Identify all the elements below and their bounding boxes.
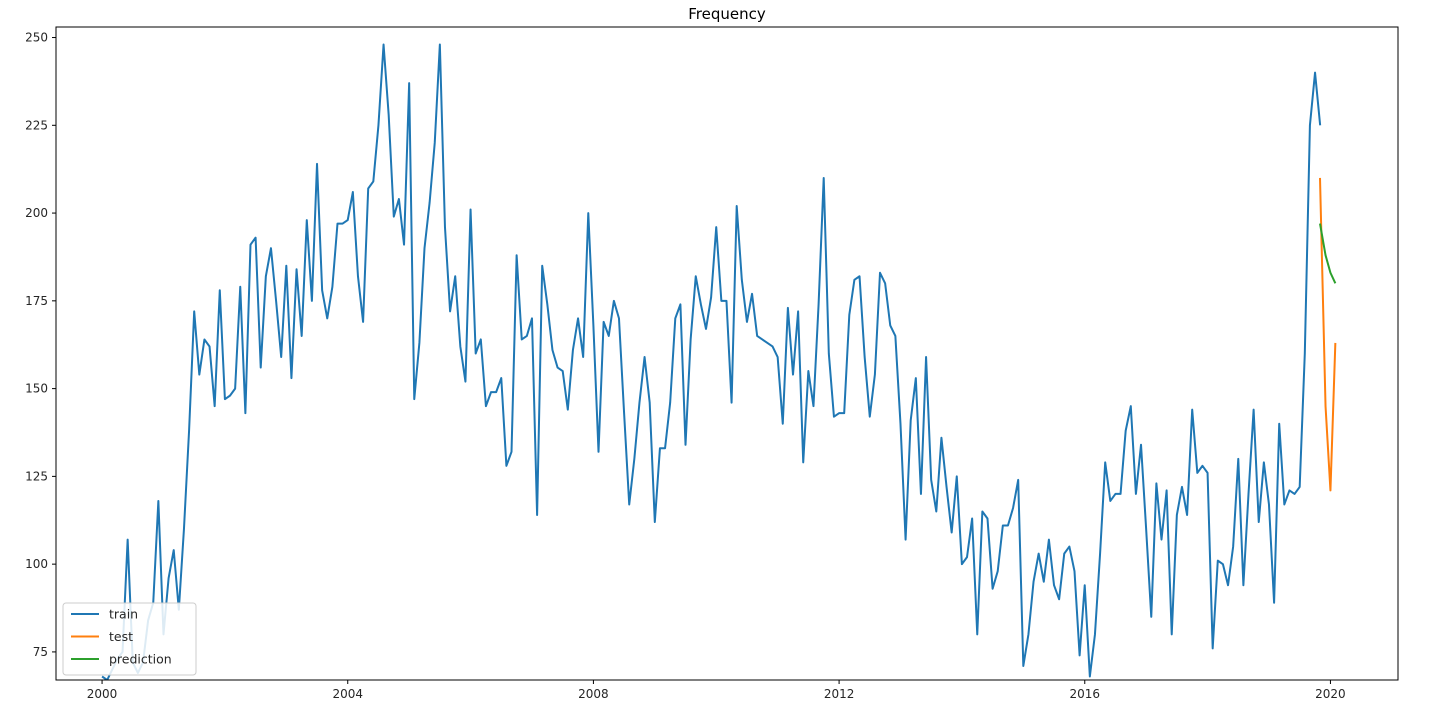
series-layer [101, 43, 1337, 680]
y-tick-label: 75 [33, 645, 48, 659]
legend-box [62, 602, 197, 676]
y-tick-label: 225 [25, 118, 48, 132]
series-line-prediction [1319, 223, 1337, 284]
y-axis: 75 100 125 150 175 200 225 250 [25, 31, 56, 659]
chart-title: Frequency [688, 5, 766, 23]
legend-label-train: train [109, 607, 138, 622]
y-tick-label: 125 [25, 469, 48, 483]
y-tick-label: 250 [25, 31, 48, 45]
y-tick-label: 200 [25, 206, 48, 220]
x-tick-label: 2008 [578, 687, 609, 701]
series-line-train [101, 43, 1322, 680]
plot-frame [55, 26, 1399, 681]
legend-label-test: test [109, 629, 133, 644]
x-axis: 2000 2004 2008 2012 2016 2020 [87, 680, 1346, 701]
y-tick-label: 150 [25, 382, 48, 396]
series-line-test [1319, 177, 1337, 492]
x-tick-label: 2012 [824, 687, 855, 701]
x-tick-label: 2000 [87, 687, 118, 701]
x-tick-label: 2004 [332, 687, 363, 701]
legend-label-prediction: prediction [109, 652, 172, 667]
y-tick-label: 175 [25, 294, 48, 308]
legend: train test prediction [62, 602, 197, 676]
x-tick-label: 2016 [1069, 687, 1100, 701]
x-tick-label: 2020 [1315, 687, 1346, 701]
y-tick-label: 100 [25, 557, 48, 571]
